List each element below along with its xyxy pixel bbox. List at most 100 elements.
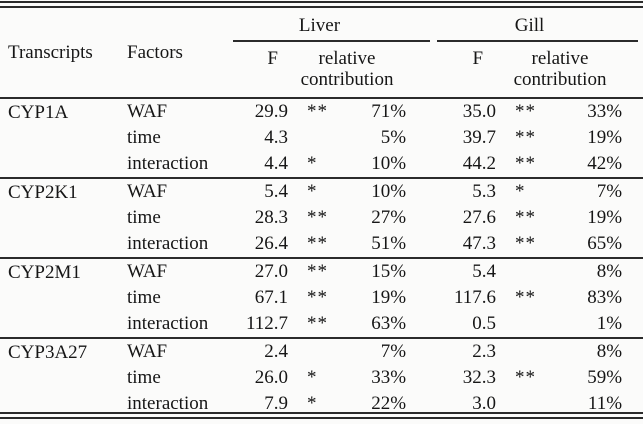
factor-cell: interaction [127,313,209,334]
gill-f-value: 32.3 [462,367,497,388]
liver-significance-stars: ** [307,287,328,308]
gill-span-rule [437,40,638,42]
liver-f-value: 4.3 [264,127,288,148]
table-row: CYP2M1 WAF 27.0 ** 15% 5.4 8% [0,257,643,338]
factor-cell: interaction [127,153,209,174]
column-header-liver-relative-contribution: relative contribution [292,42,409,99]
factor-cell: time [127,207,161,228]
group-cyp2k1: CYP2K1 WAF 5.4 * 10% 5.3 * 7% time 28.3 … [0,177,643,258]
liver-relative-contribution-value: 22% [371,393,407,414]
gill-f-value: 27.6 [462,207,497,228]
liver-significance-stars: * [292,177,340,205]
liver-relative-contribution-value: 5% [380,127,407,148]
gill-relative-contribution-value: 83% [587,287,623,308]
gill-significance-stars: ** [515,207,537,228]
factor-cell: time [127,367,161,388]
liver-significance-stars: ** [307,313,328,334]
liver-f-value: 2.4 [215,337,292,365]
table-row: CYP1A WAF 29.9 ** 71% 35.0 ** 33% [0,97,643,178]
table-row: interaction 26.4 ** 51% 47.3 ** 65% [0,231,643,258]
anova-results-table: Transcripts Factors Liver Gill F relativ… [0,9,643,417]
factor-cell: WAF [127,177,215,205]
liver-relative-contribution-value: 27% [371,207,407,228]
gill-significance-stars: ** [515,233,537,254]
gill-f-value: 39.7 [462,127,497,148]
gill-f-value: 5.3 [408,177,501,205]
liver-f-value: 26.4 [254,233,288,254]
liver-relative-contribution-value: 7% [340,337,409,365]
liver-significance-stars: * [307,153,318,174]
gill-relative-contribution-value: 42% [587,153,623,174]
table-row: interaction 112.7 ** 63% 0.5 1% [0,311,643,338]
gill-significance-stars: ** [515,153,537,174]
gill-significance-stars: ** [515,127,537,148]
top-rule-outer [0,1,643,3]
column-group-liver: Liver [298,14,341,36]
liver-relative-contribution-value: 63% [371,313,407,334]
liver-f-value: 28.3 [254,207,288,228]
liver-relative-contribution-value: 10% [340,177,409,205]
factor-cell: WAF [127,337,215,365]
liver-significance-stars: ** [292,257,340,285]
liver-relative-contribution-value: 51% [371,233,407,254]
transcript-cell: CYP3A27 [0,337,127,417]
factor-cell: WAF [127,257,215,285]
gill-significance-stars [500,391,548,417]
table-row: CYP3A27 WAF 2.4 7% 2.3 8% [0,337,643,417]
column-header-factors: Factors [127,42,183,63]
liver-significance-stars [292,337,340,365]
gill-significance-stars [500,257,549,285]
bottom-rule-outer [0,417,643,419]
liver-significance-stars: ** [292,97,340,125]
bottom-rule-inner [0,412,643,414]
factor-cell: interaction [127,393,209,414]
table-row: interaction 4.4 * 10% 44.2 ** 42% [0,151,643,178]
top-rule-inner [0,6,643,8]
table-header: Transcripts Factors Liver Gill F relativ… [0,9,643,99]
gill-relative-contribution-value: 7% [548,177,643,205]
table-row: interaction 7.9 * 22% 3.0 11% [0,391,643,417]
table-row: time 4.3 5% 39.7 ** 19% [0,125,643,151]
table-row: time 28.3 ** 27% 27.6 ** 19% [0,205,643,231]
table-row: CYP2K1 WAF 5.4 * 10% 5.3 * 7% [0,177,643,258]
liver-f-value: 112.7 [245,313,288,334]
gill-f-value: 47.3 [462,233,497,254]
gill-significance-stars: * [500,177,549,205]
gill-relative-contribution-value: 1% [596,313,623,334]
liver-significance-stars: * [307,393,318,414]
factor-cell: WAF [127,97,215,125]
liver-f-value: 5.4 [215,177,292,205]
column-header-gill-relative-contribution: relative contribution [500,42,643,99]
group-cyp1a: CYP1A WAF 29.9 ** 71% 35.0 ** 33% time 4… [0,97,643,178]
gill-significance-stars [500,337,549,365]
gill-f-value: 5.4 [408,257,501,285]
gill-f-value: 35.0 [408,97,501,125]
gill-significance-stars: ** [500,97,549,125]
column-header-transcripts: Transcripts [8,42,93,63]
liver-f-value: 26.0 [254,367,288,388]
transcript-cell: CYP2M1 [0,257,127,338]
gill-f-value: 0.5 [472,313,497,334]
gill-f-value: 44.2 [462,153,497,174]
gill-relative-contribution-value: 8% [548,257,643,285]
column-group-gill: Gill [514,14,545,36]
gill-f-value: 117.6 [453,287,497,308]
factor-cell: time [127,287,161,308]
factor-cell: time [127,127,161,148]
liver-f-value: 4.4 [264,153,288,174]
gill-relative-contribution-value: 33% [548,97,643,125]
liver-significance-stars: * [307,367,318,388]
liver-significance-stars [292,125,340,151]
gill-relative-contribution-value: 65% [587,233,623,254]
gill-relative-contribution-value: 59% [587,367,623,388]
group-cyp2m1: CYP2M1 WAF 27.0 ** 15% 5.4 8% time 67.1 … [0,257,643,338]
gill-relative-contribution-value: 11% [587,393,623,414]
column-header-liver-f: F [215,42,292,99]
transcript-cell: CYP1A [0,97,127,178]
liver-relative-contribution-value: 15% [340,257,409,285]
liver-relative-contribution-value: 10% [371,153,407,174]
column-header-gill-f: F [408,42,501,99]
gill-relative-contribution-value: 8% [548,337,643,365]
liver-span-rule [233,40,430,42]
